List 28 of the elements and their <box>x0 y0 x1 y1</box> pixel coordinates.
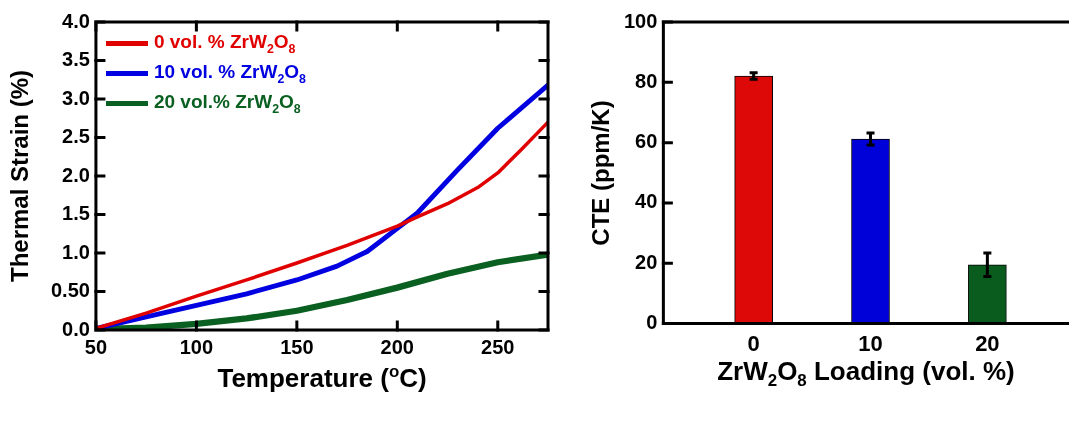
x-tick-label: 20 <box>975 330 1000 356</box>
y-tick-label: 0.50 <box>50 279 90 302</box>
y-tick-label: 0 <box>646 311 658 334</box>
y-axis-title: CTE (ppm/K) <box>586 100 615 246</box>
y-tick-label: 3.0 <box>62 86 90 109</box>
y-tick-label: 60 <box>635 130 658 153</box>
y-tick-label: 1.5 <box>62 202 90 225</box>
y-tick-label: 3.5 <box>62 48 90 71</box>
legend-label: 10 vol. % ZrW$_{2}$O$_{8}$ <box>153 60 306 86</box>
x-tick-label: 0 <box>747 330 760 356</box>
x-tick-label: 100 <box>179 335 214 358</box>
y-tick-label: 2.0 <box>62 163 90 186</box>
y-tick-label: 40 <box>635 190 658 213</box>
x-axis-title: ZrW$_{2}$O$_{8}$ Loading (vol. %) <box>717 355 1015 391</box>
y-tick-label: 20 <box>635 250 658 273</box>
x-tick-label: 10 <box>858 330 883 356</box>
x-tick-label: 200 <box>380 335 414 358</box>
y-tick-label: 2.5 <box>62 125 90 148</box>
y-axis-title: Thermal Strain (%) <box>6 69 34 283</box>
legend-label: 20 vol.% ZrW$_{2}$O$_{8}$ <box>153 90 301 116</box>
legend-label: 0 vol. % ZrW$_{2}$O$_{8}$ <box>153 30 296 56</box>
x-tick-label: 250 <box>481 335 515 358</box>
x-tick-label: 150 <box>280 335 314 358</box>
y-tick-label: 4.0 <box>62 9 90 32</box>
y-tick-label: 100 <box>623 9 658 32</box>
x-axis-title: Temperature ($^{o}$C) <box>217 362 427 394</box>
y-tick-label: 1.0 <box>62 240 90 263</box>
y-tick-label: 80 <box>635 69 658 92</box>
